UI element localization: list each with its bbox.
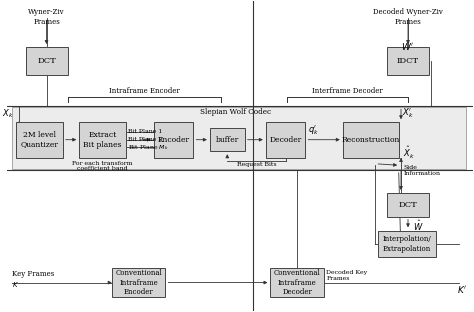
Text: Slepian Wolf Codec: Slepian Wolf Codec [200,108,271,116]
Text: DCT: DCT [399,201,418,209]
Text: Decoded Key
Frames: Decoded Key Frames [327,270,367,281]
Text: Intraframe Encoder: Intraframe Encoder [109,87,180,95]
Text: $X_k$: $X_k$ [2,108,14,120]
Text: For each transform
coefficient band: For each transform coefficient band [73,161,133,172]
Text: Key Frames
$K$: Key Frames $K$ [11,270,54,289]
FancyBboxPatch shape [154,122,193,158]
Text: buffer: buffer [216,136,239,144]
FancyBboxPatch shape [270,268,324,297]
Text: Request Bits: Request Bits [237,162,276,167]
Text: Bit Plane 1: Bit Plane 1 [128,129,163,134]
FancyBboxPatch shape [26,47,67,75]
FancyBboxPatch shape [210,128,245,151]
Text: Interframe Decoder: Interframe Decoder [312,87,383,95]
Text: Bit Plane $M_k$: Bit Plane $M_k$ [128,143,169,152]
Text: Reconstruction: Reconstruction [341,136,400,144]
Text: $X_k'$: $X_k'$ [402,107,414,120]
Text: Decoded Wyner-Ziv
Frames: Decoded Wyner-Ziv Frames [373,8,443,26]
Text: $\hat{W}$: $\hat{W}$ [413,218,423,233]
Text: $K'$: $K'$ [457,284,467,295]
Text: $q_k'$: $q_k'$ [308,123,319,137]
FancyBboxPatch shape [16,122,63,158]
Text: IDCT: IDCT [397,57,419,65]
Text: $\hat{X}_k$: $\hat{X}_k$ [403,145,415,161]
FancyBboxPatch shape [387,47,429,75]
FancyBboxPatch shape [378,231,436,257]
Text: Wyner-Ziv
Frames: Wyner-Ziv Frames [28,8,65,26]
Text: Encoder: Encoder [158,136,190,144]
Text: Interpolation/
Extrapolation: Interpolation/ Extrapolation [383,235,431,253]
Text: Decoder: Decoder [269,136,301,144]
FancyBboxPatch shape [11,107,466,169]
FancyBboxPatch shape [79,122,126,158]
Text: Conventional
Intraframe
Encoder: Conventional Intraframe Encoder [115,269,162,296]
Text: $W'$: $W'$ [401,41,415,52]
FancyBboxPatch shape [112,268,165,297]
Text: Conventional
Intraframe
Decoder: Conventional Intraframe Decoder [274,269,320,296]
Text: Side
Information: Side Information [403,165,440,176]
Text: DCT: DCT [37,57,56,65]
FancyBboxPatch shape [266,122,305,158]
Text: Bit Plane 2: Bit Plane 2 [128,137,163,142]
FancyBboxPatch shape [343,122,399,158]
Text: 2M level
Quantizer: 2M level Quantizer [20,131,58,149]
FancyBboxPatch shape [387,193,429,217]
Text: Extract
Bit planes: Extract Bit planes [83,131,122,149]
